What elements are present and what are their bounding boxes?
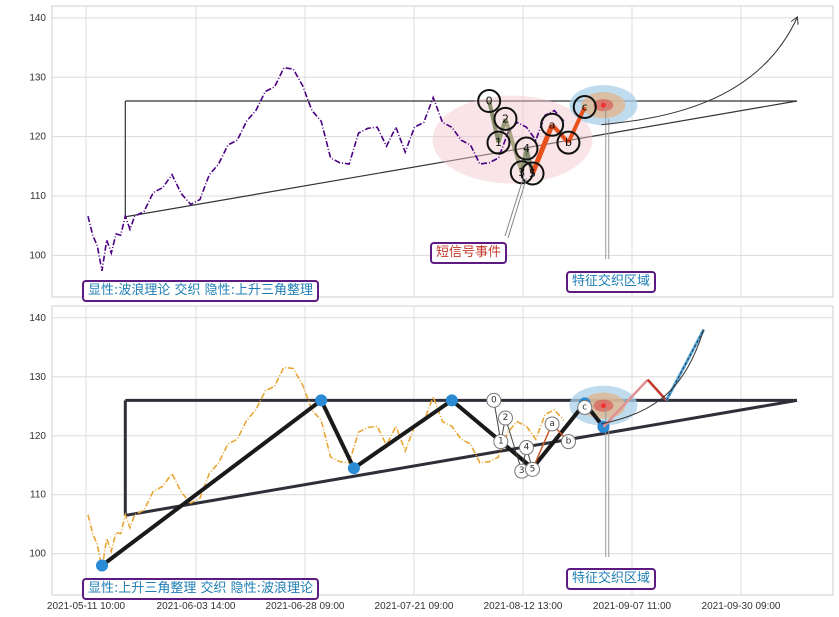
impulse-wave-segment [496,118,508,144]
wave-point-label: 4 [523,142,530,155]
wave-point-circle [520,161,545,186]
small-wave-label: 5 [530,464,536,474]
x-tick-label: 2021-09-07 11:00 [593,601,672,612]
x-tick-label: 2021-09-30 09:00 [702,601,781,612]
wave-point-circle [514,136,539,161]
x-axis: 2021-05-11 10:00 2021-06-03 14:00 2021-06-… [47,601,781,612]
zigzag-node [445,394,458,407]
signal-pointer-line [507,178,527,239]
wave-point-label: 1 [495,136,502,149]
small-wave-circle [560,434,576,450]
y-tick-label: 100 [29,549,46,560]
ascending-support-line [125,100,798,218]
y-tick-label: 120 [29,431,46,442]
small-wave-label: 1 [498,437,504,447]
feature-zone-dot [600,102,606,108]
small-wave-label: c [582,402,587,412]
price-series-line [87,66,565,272]
y-tick-label: 140 [29,313,46,324]
y-tick-label: 130 [29,72,46,83]
y-tick-label: 110 [30,490,46,501]
wave-point-circle [572,94,597,119]
small-wave-circle [525,461,541,477]
x-tick-label: 2021-07-21 09:00 [375,601,454,612]
wave-point-label: 0 [486,95,493,108]
small-wave-segment [504,417,523,472]
small-wave-circle [493,434,509,450]
corrective-wave-segment [566,106,587,144]
wave-point-label: 5 [529,167,536,180]
y-tick-label: 100 [29,250,46,261]
wave-point-label: b [565,136,572,149]
y-tick-label: 120 [29,132,46,143]
y-tick-label: 130 [29,372,46,383]
x-tick-label: 2021-08-12 13:00 [484,601,563,612]
small-wave-circle [518,440,534,456]
wave-point-circle [477,89,502,114]
wave-point-circle [540,112,565,137]
wave-point-circle [486,130,511,155]
short-signal-event-label: 短信号事件 [430,242,508,264]
signal-pointer-line [504,175,525,237]
corrective-wave-segment [530,123,555,175]
bottom-caption-label: 显性:上升三角整理 交织 隐性:波浪理论 [82,578,320,600]
small-wave-circle [486,392,502,408]
small-wave-label: 2 [503,413,509,423]
small-wave-circle [544,416,560,432]
ascending-support-line [125,398,798,517]
small-corrective-segment [531,423,553,470]
bottom-panel: 100 110 120 130 140 0 1 2 3 4 5 a b c [29,305,834,596]
zigzag-node [95,559,108,572]
small-wave-circle [497,410,513,426]
small-wave-circle [577,399,593,415]
wave-point-circle [493,106,518,131]
small-wave-label: 0 [491,395,497,405]
bottom-feature-zone-label: 特征交织区域 [566,568,657,590]
impulse-wave-segment [487,100,501,144]
wave-point-label: c [582,100,588,113]
y-tick-label: 110 [30,191,46,202]
wave-point-label: 2 [502,112,509,125]
zigzag-node [315,394,328,407]
projection-arrow [601,18,797,126]
x-tick-label: 2021-05-11 10:00 [47,601,126,612]
top-feature-zone-label: 特征交织区域 [566,271,657,293]
price-series-line [87,366,565,570]
x-tick-label: 2021-06-03 14:00 [157,601,236,612]
corrective-wave-segment [550,123,570,144]
top-caption-label: 显性:波浪理论 交织 隐性:上升三角整理 [82,280,320,302]
zigzag-node [347,462,360,475]
plot-area [51,305,834,596]
small-wave-label: a [549,419,555,429]
projection-curve [600,329,705,425]
small-wave-label: 4 [524,443,530,453]
feature-zone-dot [600,403,606,409]
y-tick-label: 140 [29,13,46,24]
projection-segment-overlay [665,329,705,401]
wave-point-circle [556,130,581,155]
small-wave-label: 3 [519,466,525,476]
impulse-wave-segment [503,118,524,173]
wave-point-label: a [549,118,556,131]
x-tick-label: 2021-06-28 09:00 [266,601,345,612]
projection-segment [602,378,649,428]
small-wave-label: b [566,437,572,447]
